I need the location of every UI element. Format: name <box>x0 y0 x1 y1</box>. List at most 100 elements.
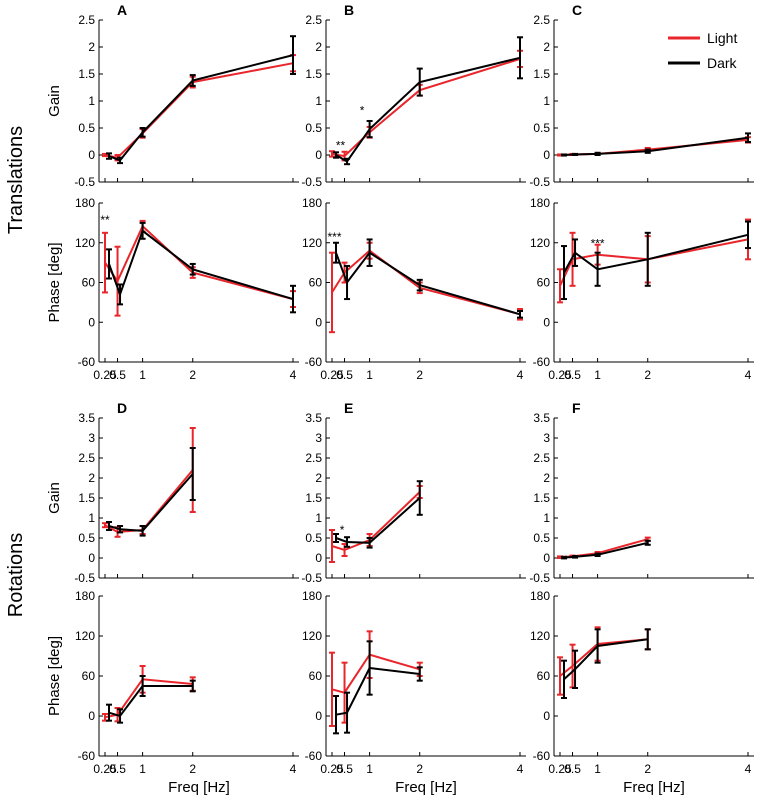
x-tick-label: 0.25 <box>548 762 572 776</box>
series-line <box>335 251 521 316</box>
y-tick-label: -60 <box>78 355 96 369</box>
x-tick-label: 4 <box>290 762 297 776</box>
y-tick-label: 0 <box>543 709 550 723</box>
y-tick-label: 0 <box>315 709 322 723</box>
y-tick-label: 2.5 <box>533 451 550 465</box>
y-tick-label: 3 <box>315 431 322 445</box>
y-tick-label: 2 <box>88 40 95 54</box>
x-tick-label: 1 <box>594 368 601 382</box>
panel-label: C <box>572 2 582 18</box>
significance-marker: * <box>360 104 365 118</box>
series-dark <box>561 539 651 560</box>
legend-dark-label: Dark <box>707 55 738 71</box>
series-light <box>557 136 751 157</box>
x-tick-label: 0.25 <box>320 368 344 382</box>
y-tick-label: 2.5 <box>78 13 95 27</box>
series-line <box>563 541 648 559</box>
series-dark <box>106 447 196 537</box>
y-tick-label: 60 <box>309 276 323 290</box>
y-tick-label: -60 <box>305 355 323 369</box>
x-tick-label: 1 <box>594 762 601 776</box>
x-tick-label: 1 <box>366 762 373 776</box>
x-tick-label: 0.5 <box>109 762 126 776</box>
y-tick-label: -60 <box>78 749 96 763</box>
y-tick-label: 180 <box>530 196 550 210</box>
legend: Light Dark <box>668 30 738 71</box>
significance-marker: * <box>340 523 345 537</box>
y-tick-label: 1 <box>543 94 550 108</box>
x-tick-label: 4 <box>290 368 297 382</box>
series-light <box>102 219 296 317</box>
y-tick-label: 1.5 <box>533 491 550 505</box>
y-tick-label: 2 <box>315 471 322 485</box>
y-tick-label: 180 <box>302 589 322 603</box>
y-tick-label: 1 <box>315 94 322 108</box>
series-light <box>557 626 651 696</box>
panel-D-gain: -0.5 0 0.5 1 1.5 2 2.5 3 3.5 D Gain <box>46 400 299 585</box>
y-tick-label: 2 <box>543 471 550 485</box>
x-tick-label: 0.5 <box>336 368 353 382</box>
y-tick-label: 0 <box>88 315 95 329</box>
y-tick-label: 0 <box>543 551 550 565</box>
series-line <box>559 538 648 559</box>
series-dark <box>333 36 523 166</box>
y-tick-label: -60 <box>533 355 551 369</box>
series-line <box>104 224 294 301</box>
y-tick-label: 1 <box>543 511 550 525</box>
y-tick-label: 180 <box>75 196 95 210</box>
panel-F-gain: -0.5 0 0.5 1 1.5 2 2.5 3 3.5 F <box>529 400 754 585</box>
series-line <box>335 666 420 716</box>
y-tick-label: 0.5 <box>305 531 322 545</box>
panels: -0.500.511.522.5AGain-600601201800.250.5… <box>46 2 754 796</box>
y-tick-label: 60 <box>309 669 323 683</box>
series-line <box>563 136 749 156</box>
y-tick-label: 2.5 <box>533 13 550 27</box>
row-label-rotations: Rotations <box>5 533 27 618</box>
y-tick-label: 60 <box>82 669 96 683</box>
x-tick-label: 2 <box>416 368 423 382</box>
y-tick-label: 0 <box>88 551 95 565</box>
y-tick-label: 0.5 <box>78 121 95 135</box>
y-tick-label: 1.5 <box>78 491 95 505</box>
series-line <box>563 638 648 681</box>
series-light <box>102 54 296 162</box>
row-label-translations: Translations <box>5 126 27 234</box>
y-tick-label: 120 <box>302 629 322 643</box>
series-line <box>108 54 294 162</box>
y-tick-label: 1.5 <box>305 491 322 505</box>
panel-label: D <box>117 400 127 416</box>
x-tick-label: 0.25 <box>548 368 572 382</box>
panel-F-phase: -60 0 60 120 180 0.250.5 1 2 4 Freq [Hz] <box>530 589 754 796</box>
series-light <box>557 536 651 559</box>
y-tick-label: 0.5 <box>533 121 550 135</box>
x-tick-label: 2 <box>416 762 423 776</box>
x-tick-label: 0.25 <box>320 762 344 776</box>
panel-B-gain: -0.500.511.522.5B*** <box>301 2 526 189</box>
y-tick-label: 2.5 <box>305 13 322 27</box>
x-tick-label: 0.25 <box>93 762 117 776</box>
y-tick-label: 3.5 <box>533 411 550 425</box>
series-line <box>335 497 421 544</box>
series-light <box>329 630 423 727</box>
series-line <box>331 653 420 694</box>
y-tick-label: 0.5 <box>78 531 95 545</box>
x-tick-label: 1 <box>139 368 146 382</box>
y-tick-label: 120 <box>75 236 95 250</box>
y-tick-label: 0 <box>543 148 550 162</box>
x-tick-label: 4 <box>517 762 524 776</box>
y-tick-label: 1.5 <box>78 67 95 81</box>
y-tick-label: 2 <box>88 471 95 485</box>
x-tick-label: 1 <box>139 762 146 776</box>
y-tick-label: 0 <box>315 315 322 329</box>
y-tick-label: 0 <box>315 148 322 162</box>
y-tick-label: -0.5 <box>301 175 322 189</box>
panel-C-gain: -0.5 0 0.5 1 1.5 2 2.5 C <box>529 2 754 189</box>
y-axis-label: Phase [deg] <box>46 636 63 716</box>
y-tick-label: 1.5 <box>305 67 322 81</box>
series-dark <box>333 480 423 549</box>
y-tick-label: 2.5 <box>305 451 322 465</box>
y-tick-label: 0.5 <box>305 121 322 135</box>
x-axis-label: Freq [Hz] <box>168 779 230 796</box>
y-tick-label: 1.5 <box>533 67 550 81</box>
series-line <box>331 491 421 552</box>
